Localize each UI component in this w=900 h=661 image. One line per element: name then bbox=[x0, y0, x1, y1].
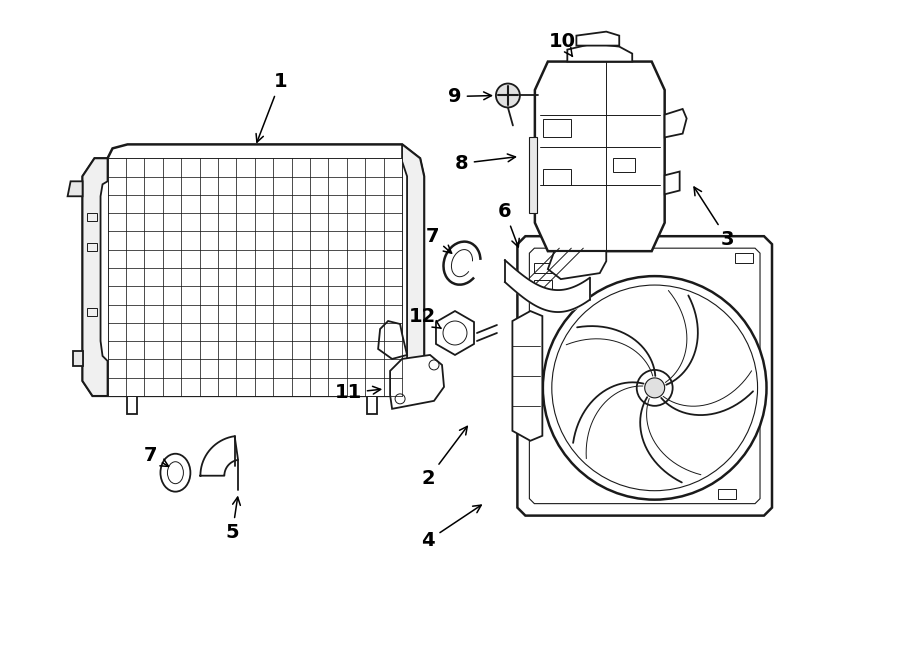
Polygon shape bbox=[68, 181, 83, 196]
Ellipse shape bbox=[160, 453, 191, 492]
Polygon shape bbox=[201, 436, 239, 476]
Text: 7: 7 bbox=[144, 446, 168, 467]
Text: 9: 9 bbox=[448, 87, 491, 106]
Polygon shape bbox=[378, 321, 407, 359]
Polygon shape bbox=[367, 396, 377, 414]
Polygon shape bbox=[436, 311, 474, 355]
Polygon shape bbox=[518, 236, 772, 516]
Polygon shape bbox=[535, 61, 665, 251]
Polygon shape bbox=[402, 144, 424, 396]
Text: 8: 8 bbox=[455, 154, 516, 173]
Polygon shape bbox=[665, 109, 687, 137]
Bar bbox=[107, 159, 402, 396]
Polygon shape bbox=[73, 351, 83, 366]
Bar bbox=[86, 308, 96, 316]
Bar bbox=[535, 280, 553, 290]
Bar bbox=[543, 169, 571, 185]
Bar bbox=[735, 253, 753, 263]
Bar bbox=[543, 120, 571, 137]
Bar bbox=[718, 488, 736, 498]
Circle shape bbox=[636, 370, 672, 406]
Polygon shape bbox=[567, 44, 632, 61]
Text: 4: 4 bbox=[421, 505, 482, 550]
Polygon shape bbox=[529, 137, 537, 214]
Bar bbox=[86, 214, 96, 221]
Text: 3: 3 bbox=[694, 187, 734, 249]
Polygon shape bbox=[128, 396, 138, 414]
Bar bbox=[535, 263, 553, 273]
Polygon shape bbox=[665, 172, 680, 194]
Text: 12: 12 bbox=[409, 307, 441, 329]
Polygon shape bbox=[548, 251, 607, 279]
Bar bbox=[613, 157, 634, 172]
Circle shape bbox=[496, 83, 520, 108]
Text: 5: 5 bbox=[226, 497, 240, 542]
Text: 7: 7 bbox=[426, 227, 452, 253]
Polygon shape bbox=[390, 355, 444, 409]
Polygon shape bbox=[512, 311, 543, 441]
Text: 2: 2 bbox=[421, 426, 467, 488]
Polygon shape bbox=[83, 159, 107, 396]
Bar bbox=[86, 243, 96, 251]
Text: 10: 10 bbox=[548, 32, 575, 56]
Polygon shape bbox=[576, 32, 619, 46]
Polygon shape bbox=[83, 144, 424, 396]
Circle shape bbox=[543, 276, 767, 500]
Text: 1: 1 bbox=[256, 72, 287, 142]
Text: 11: 11 bbox=[335, 383, 381, 403]
Circle shape bbox=[644, 378, 665, 398]
Text: 6: 6 bbox=[498, 202, 519, 247]
